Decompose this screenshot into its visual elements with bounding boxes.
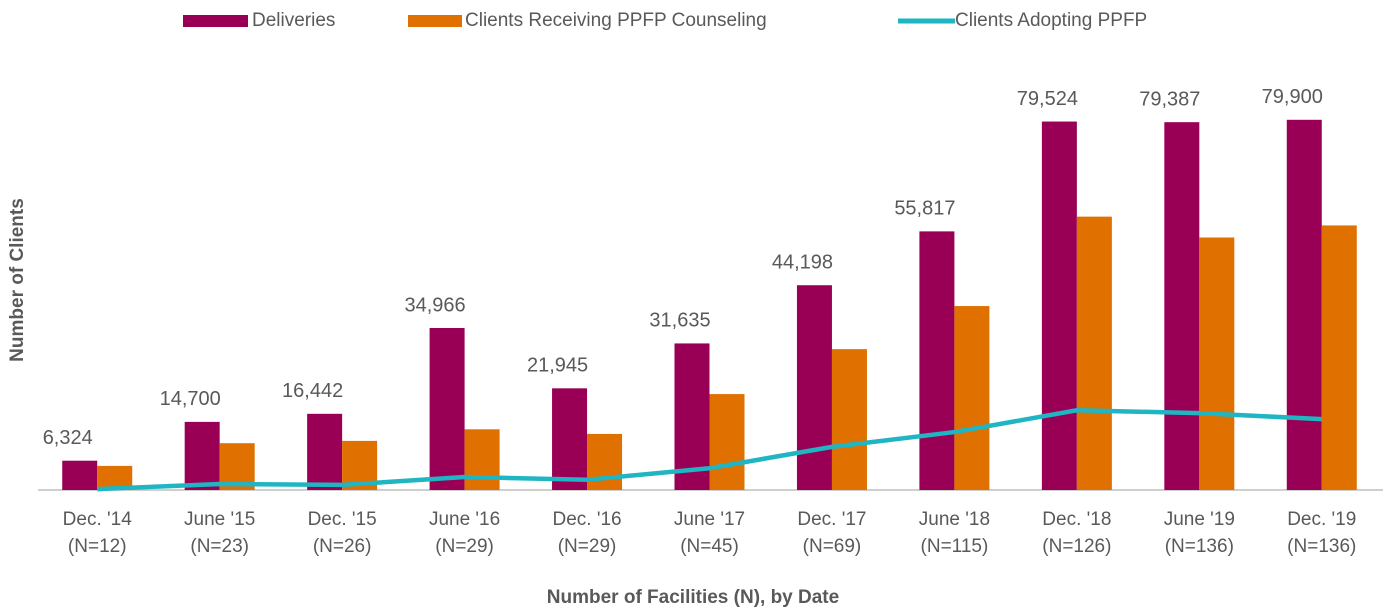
x-tick-label: (N=136) bbox=[1165, 536, 1234, 557]
bar bbox=[831, 349, 867, 490]
data-label: 16,442 bbox=[282, 380, 343, 402]
x-tick-label: Dec. '14 bbox=[63, 509, 133, 530]
bar bbox=[1286, 119, 1322, 491]
data-label: 55,817 bbox=[894, 198, 955, 220]
x-tick-label: Dec. '17 bbox=[797, 509, 866, 530]
y-axis-title: Number of Clients bbox=[7, 198, 28, 362]
data-label: 79,900 bbox=[1262, 86, 1323, 108]
data-label: 6,324 bbox=[43, 427, 93, 449]
data-label: 79,387 bbox=[1139, 88, 1200, 110]
bar bbox=[429, 327, 465, 490]
bar bbox=[184, 421, 220, 490]
x-axis-title: Number of Facilities (N), by Date bbox=[547, 587, 839, 608]
bar bbox=[674, 343, 710, 490]
x-tick-label: June '17 bbox=[674, 509, 745, 530]
line bbox=[97, 408, 1322, 492]
x-tick-label: (N=136) bbox=[1287, 536, 1356, 557]
x-tick-label: Dec. '18 bbox=[1042, 509, 1111, 530]
bar bbox=[1164, 122, 1200, 490]
bar bbox=[1041, 121, 1077, 490]
legend-label: Deliveries bbox=[252, 10, 335, 31]
data-label: 31,635 bbox=[649, 310, 710, 332]
x-tick-label: Dec. '15 bbox=[308, 509, 377, 530]
bar bbox=[919, 231, 955, 491]
data-label: 14,700 bbox=[160, 388, 221, 410]
x-tick-label: (N=29) bbox=[435, 536, 494, 557]
x-tick-label: June '18 bbox=[919, 509, 990, 530]
bar bbox=[709, 394, 745, 490]
x-tick-label: June '16 bbox=[429, 509, 500, 530]
data-label: 34,966 bbox=[405, 294, 466, 316]
bar bbox=[587, 433, 623, 490]
bar bbox=[954, 306, 990, 490]
bar bbox=[1076, 216, 1112, 490]
bar bbox=[552, 388, 588, 490]
legend-swatch bbox=[183, 15, 248, 27]
bar bbox=[464, 429, 500, 490]
bar bbox=[1321, 225, 1357, 491]
data-label: 21,945 bbox=[527, 355, 588, 377]
x-tick-label: (N=69) bbox=[803, 536, 862, 557]
x-tick-label: Dec. '16 bbox=[552, 509, 621, 530]
bar bbox=[1199, 237, 1235, 490]
data-label: 79,524 bbox=[1017, 88, 1078, 110]
x-tick-label: (N=12) bbox=[68, 536, 127, 557]
x-tick-label: Dec. '19 bbox=[1287, 509, 1356, 530]
legend-label: Clients Adopting PPFP bbox=[955, 10, 1147, 31]
x-tick-label: (N=126) bbox=[1042, 536, 1111, 557]
x-tick-label: (N=29) bbox=[558, 536, 617, 557]
bar bbox=[307, 413, 343, 490]
x-tick-label: June '19 bbox=[1164, 509, 1235, 530]
x-tick-label: (N=23) bbox=[190, 536, 249, 557]
bar bbox=[62, 460, 98, 490]
x-tick-label: (N=115) bbox=[921, 536, 989, 557]
x-tick-label: (N=45) bbox=[680, 536, 739, 557]
legend-label: Clients Receiving PPFP Counseling bbox=[465, 10, 767, 31]
x-tick-label: June '15 bbox=[184, 509, 255, 530]
x-tick-label: (N=26) bbox=[313, 536, 372, 557]
data-label: 44,198 bbox=[772, 251, 833, 273]
legend-swatch bbox=[408, 15, 462, 27]
bar bbox=[796, 285, 832, 490]
